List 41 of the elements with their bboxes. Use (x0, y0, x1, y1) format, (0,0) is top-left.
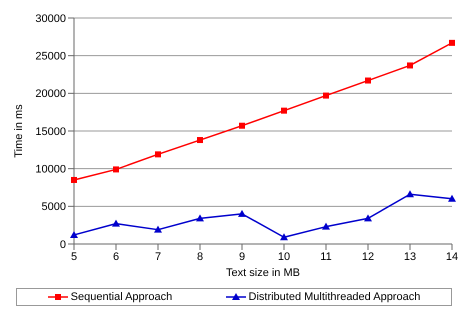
x-tick-label: 8 (196, 250, 204, 263)
x-tick-label: 13 (404, 250, 416, 263)
point (239, 122, 245, 129)
x-tick-label: 5 (70, 250, 78, 263)
point (406, 190, 414, 198)
point (196, 214, 204, 222)
y-tick-label: 15000 (35, 126, 66, 138)
point (280, 233, 288, 240)
point (449, 40, 455, 46)
x-tick-label: 7 (154, 250, 162, 263)
point (71, 176, 77, 183)
x-tick-label: 9 (238, 250, 246, 263)
x-tick-label: 14 (446, 250, 458, 263)
point (238, 210, 246, 217)
y-tick-label: 30000 (35, 12, 66, 25)
y-tick-label: 0 (60, 238, 66, 251)
x-axis-title: Text size in MB (226, 267, 300, 279)
x-tick-label: 10 (278, 250, 290, 263)
y-tick-label: 5000 (42, 201, 66, 214)
point (70, 230, 78, 238)
legend-label: Distributed Multithreaded Approach (248, 291, 420, 303)
point (407, 62, 413, 68)
point (365, 78, 371, 84)
legend-label: Sequential Approach (70, 291, 172, 303)
point (197, 137, 203, 144)
point (322, 222, 330, 230)
y-tick-label: 25000 (35, 50, 66, 63)
point (281, 108, 287, 114)
point (112, 220, 120, 227)
y-axis-title: Time in ms (12, 104, 25, 158)
point (364, 214, 372, 222)
y-tick-label: 20000 (35, 88, 66, 100)
x-tick-label: 11 (320, 250, 332, 263)
point (448, 194, 456, 202)
x-tick-label: 6 (112, 250, 120, 263)
point (154, 226, 162, 233)
point (155, 151, 161, 158)
point (323, 92, 329, 99)
x-tick-label: 12 (362, 250, 374, 263)
point (113, 166, 119, 172)
y-tick-label: 10000 (35, 164, 66, 176)
